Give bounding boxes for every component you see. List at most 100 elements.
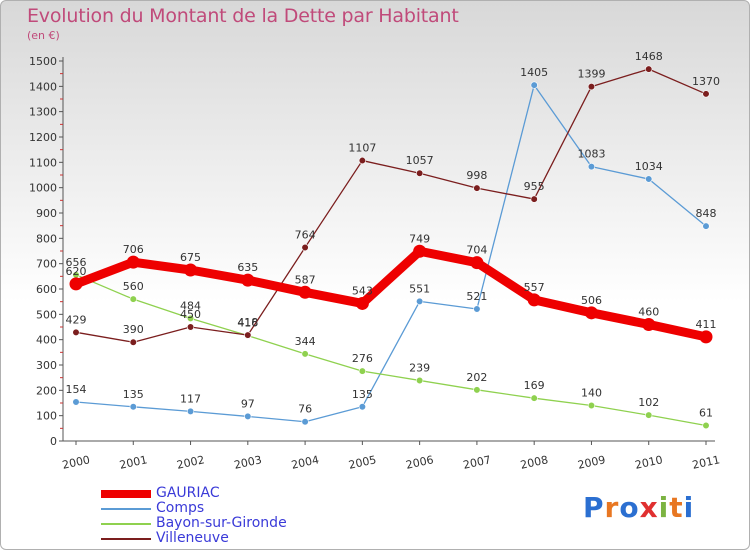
y-tick-label: 200 <box>36 384 57 397</box>
data-label: 635 <box>237 261 258 274</box>
data-point <box>126 255 140 269</box>
data-label: 117 <box>180 392 201 405</box>
data-label: 140 <box>581 387 602 400</box>
y-tick-label: 600 <box>36 283 57 296</box>
y-tick-label: 1500 <box>29 55 57 68</box>
x-tick-label: 2009 <box>577 453 607 472</box>
data-point <box>699 330 713 344</box>
y-tick-label: 700 <box>36 258 57 271</box>
data-label: 169 <box>524 379 545 392</box>
series-line <box>75 84 707 423</box>
data-label: 390 <box>123 323 144 336</box>
y-tick-label: 300 <box>36 359 57 372</box>
data-label: 1057 <box>406 154 434 167</box>
data-label: 1370 <box>692 75 720 88</box>
data-label: 1405 <box>520 66 548 79</box>
data-point <box>473 386 481 394</box>
data-label: 656 <box>66 256 87 269</box>
data-point <box>642 317 656 331</box>
data-label: 411 <box>696 318 717 331</box>
legend-swatch <box>101 508 151 510</box>
data-label: 97 <box>241 397 255 410</box>
data-label: 620 <box>66 265 87 278</box>
data-label: 1468 <box>635 50 663 63</box>
legend-label: Comps <box>156 500 205 516</box>
data-point <box>587 401 596 410</box>
data-label: 764 <box>295 228 316 241</box>
data-point <box>244 331 252 339</box>
data-point <box>587 163 596 171</box>
data-label: 543 <box>352 284 373 297</box>
data-point <box>129 295 137 303</box>
data-point <box>72 328 80 336</box>
data-label: 521 <box>466 290 487 303</box>
legend-swatch <box>101 490 151 498</box>
y-tick-label: 900 <box>36 207 57 220</box>
logo-letter: t <box>669 491 684 524</box>
data-label: 675 <box>180 251 201 264</box>
data-point <box>527 293 541 307</box>
data-label: 202 <box>466 371 487 384</box>
x-tick-label: 2007 <box>462 453 492 472</box>
data-point <box>645 65 653 73</box>
legend-swatch <box>101 523 151 525</box>
data-point <box>530 81 538 89</box>
data-label: 506 <box>581 294 602 307</box>
data-point <box>530 394 538 402</box>
data-point <box>355 296 369 310</box>
data-point <box>301 243 309 252</box>
data-label: 704 <box>466 244 487 257</box>
data-point <box>645 175 653 183</box>
data-point <box>129 338 137 346</box>
x-tick-label: 2004 <box>290 453 320 472</box>
legend-label: Bayon-sur-Gironde <box>156 515 287 531</box>
data-label: 344 <box>295 335 316 348</box>
x-tick-label: 2002 <box>176 453 206 472</box>
data-point <box>584 306 598 320</box>
y-tick-label: 500 <box>36 308 57 321</box>
x-tick-label: 2011 <box>691 453 721 472</box>
logo-letter: o <box>619 491 640 524</box>
chart-title: Evolution du Montant de la Dette par Hab… <box>27 5 459 27</box>
data-label: 848 <box>696 207 717 220</box>
y-tick-label: 1100 <box>29 156 57 169</box>
y-tick-label: 1200 <box>29 131 57 144</box>
proxiti-logo: Proxiti <box>583 491 694 524</box>
data-label: 749 <box>409 232 430 245</box>
data-label: 429 <box>66 313 87 326</box>
data-point <box>301 350 309 358</box>
y-tick-label: 1400 <box>29 80 57 93</box>
x-tick-label: 2005 <box>347 453 377 472</box>
logo-letter: i <box>658 491 670 524</box>
data-point <box>186 323 195 331</box>
y-tick-label: 800 <box>36 232 57 245</box>
logo-letter: r <box>604 491 620 524</box>
series-line <box>75 274 707 427</box>
chart-unit: (en €) <box>27 29 60 42</box>
data-point <box>416 169 424 177</box>
data-label: 460 <box>638 305 659 318</box>
legend-label: Villeneuve <box>156 530 229 546</box>
data-label: 955 <box>524 180 545 193</box>
data-label: 1107 <box>348 142 376 155</box>
data-point <box>186 407 195 415</box>
data-label: 135 <box>352 388 373 401</box>
data-label: 557 <box>524 281 545 294</box>
x-tick-label: 2000 <box>61 453 91 472</box>
data-point <box>129 403 137 411</box>
data-point <box>470 256 484 270</box>
x-tick-label: 2001 <box>118 453 148 472</box>
data-point <box>186 314 195 322</box>
data-label: 154 <box>66 383 87 396</box>
y-tick-label: 1300 <box>29 106 57 119</box>
data-label: 239 <box>409 361 430 374</box>
data-point <box>530 195 538 203</box>
data-label: 587 <box>295 273 316 286</box>
data-point <box>587 82 596 91</box>
data-label: 484 <box>180 299 201 312</box>
x-tick-label: 2006 <box>405 453 435 472</box>
data-label: 135 <box>123 388 144 401</box>
data-label: 102 <box>638 396 659 409</box>
